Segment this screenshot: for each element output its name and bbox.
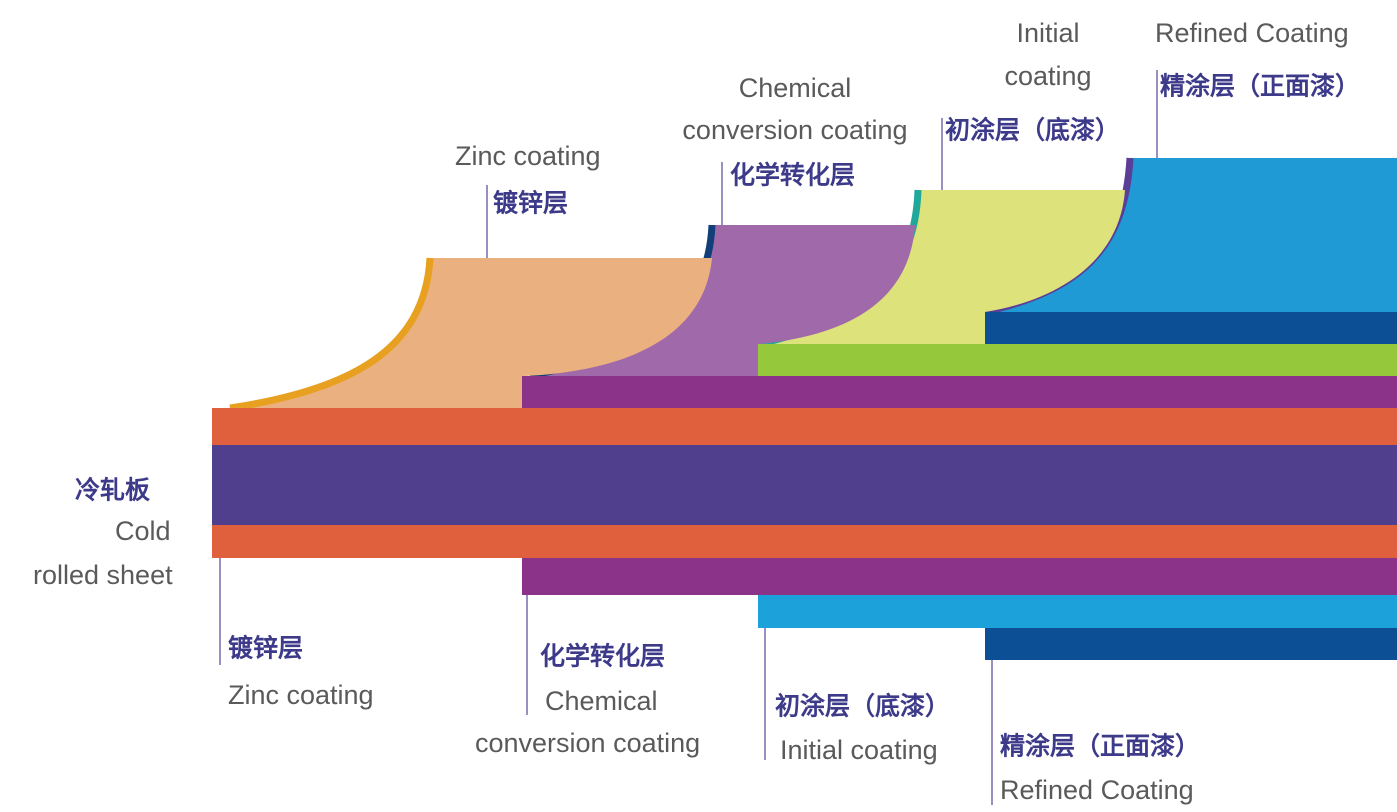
bottom-label-zh: 精涂层（正面漆） [1000,732,1200,761]
zinc-bottom [212,525,1397,558]
top-label-en: Chemical [739,73,852,103]
zinc-sheet [230,258,712,408]
center-label-en: Cold [115,516,171,546]
chemical-top [522,376,1397,408]
chemical-bottom [522,558,1397,595]
top-label-zh: 镀锌层 [493,189,568,218]
refined-top [985,312,1397,344]
zinc-edge [229,257,434,412]
bottom-label-en: Initial coating [780,735,938,765]
top-label-en: Refined Coating [1155,18,1349,48]
initial-coating-sheet [760,190,1125,344]
top-label-en: coating [1004,61,1091,91]
bottom-label-en: conversion coating [475,728,700,758]
top-label-en: conversion coating [682,115,907,145]
initial-bottom [758,595,1397,628]
cold-rolled-core [212,445,1397,525]
center-label-zh: 冷轧板 [75,476,150,505]
bottom-label-en: Zinc coating [228,680,374,710]
top-label-en: Zinc coating [455,141,601,171]
bottom-label-zh: 初涂层（底漆） [775,692,950,721]
bottom-label-en: Chemical [545,686,658,716]
bottom-label-zh: 化学转化层 [540,642,665,671]
top-label-zh: 精涂层（正面漆） [1160,72,1360,101]
refined-coating-sheet [985,158,1397,312]
center-label-en: rolled sheet [33,560,173,590]
refined-bottom [985,628,1397,660]
top-label-zh: 初涂层（底漆） [945,116,1120,145]
zinc-top [212,408,1397,445]
bottom-label-en: Refined Coating [1000,775,1194,805]
top-label-en: Initial [1016,18,1079,48]
top-label-zh: 化学转化层 [730,161,855,190]
bottom-label-zh: 镀锌层 [228,634,303,663]
chemical-sheet [530,225,915,376]
initial-top [758,344,1397,376]
